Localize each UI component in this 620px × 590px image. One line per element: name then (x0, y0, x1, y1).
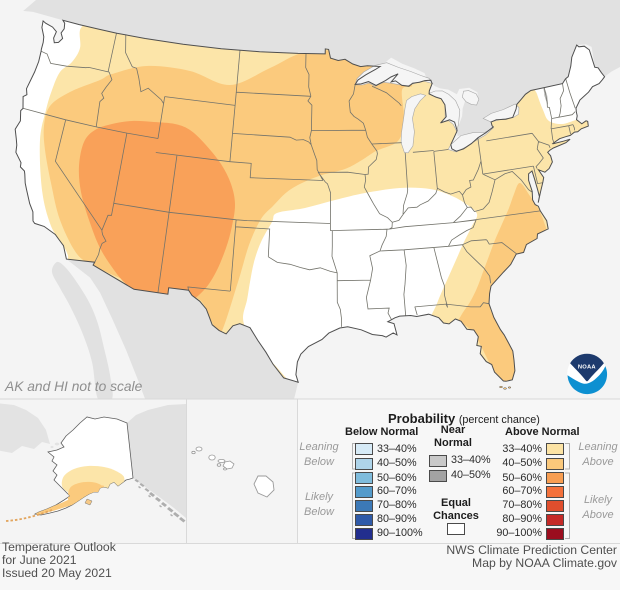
svg-text:NOAA: NOAA (578, 365, 596, 371)
